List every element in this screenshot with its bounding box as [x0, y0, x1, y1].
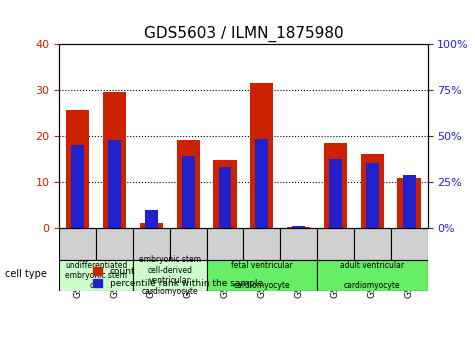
Bar	[108, 140, 121, 228]
FancyBboxPatch shape	[317, 260, 428, 291]
Bar	[177, 140, 200, 228]
Text: adult ventricular

cardiomyocyte: adult ventricular cardiomyocyte	[340, 261, 404, 290]
FancyBboxPatch shape	[170, 228, 207, 260]
Text: fetal ventricular

cardiomyocyte: fetal ventricular cardiomyocyte	[231, 261, 293, 290]
FancyBboxPatch shape	[243, 228, 280, 260]
Bar	[218, 167, 231, 228]
Bar	[361, 154, 384, 228]
FancyBboxPatch shape	[133, 228, 170, 260]
Bar	[71, 145, 84, 228]
Bar	[250, 83, 274, 228]
Bar	[66, 110, 89, 228]
Bar	[287, 227, 310, 228]
Bar	[292, 226, 305, 228]
FancyBboxPatch shape	[59, 228, 96, 260]
FancyBboxPatch shape	[390, 228, 428, 260]
FancyBboxPatch shape	[280, 228, 317, 260]
Bar	[329, 159, 342, 228]
Bar	[398, 178, 421, 228]
Bar	[213, 160, 237, 228]
FancyBboxPatch shape	[317, 228, 354, 260]
FancyBboxPatch shape	[207, 228, 243, 260]
FancyBboxPatch shape	[354, 228, 390, 260]
Title: GDS5603 / ILMN_1875980: GDS5603 / ILMN_1875980	[143, 26, 343, 42]
Bar	[103, 92, 126, 228]
Bar	[403, 175, 416, 228]
FancyBboxPatch shape	[96, 228, 133, 260]
Text: undifferentiated
embryonic stem
cell: undifferentiated embryonic stem cell	[65, 261, 127, 290]
FancyBboxPatch shape	[59, 260, 133, 291]
FancyBboxPatch shape	[207, 260, 317, 291]
Bar	[140, 223, 163, 228]
Bar	[182, 156, 195, 228]
Legend: count, percentile rank within the sample: count, percentile rank within the sample	[94, 268, 263, 288]
FancyBboxPatch shape	[133, 260, 207, 291]
Bar	[366, 163, 379, 228]
Text: embryonic stem
cell-derived
ventricular
cardiomyocyte: embryonic stem cell-derived ventricular …	[139, 256, 201, 295]
Bar	[145, 209, 158, 228]
Bar	[324, 143, 347, 228]
Text: cell type: cell type	[5, 269, 47, 279]
Bar	[256, 139, 268, 228]
